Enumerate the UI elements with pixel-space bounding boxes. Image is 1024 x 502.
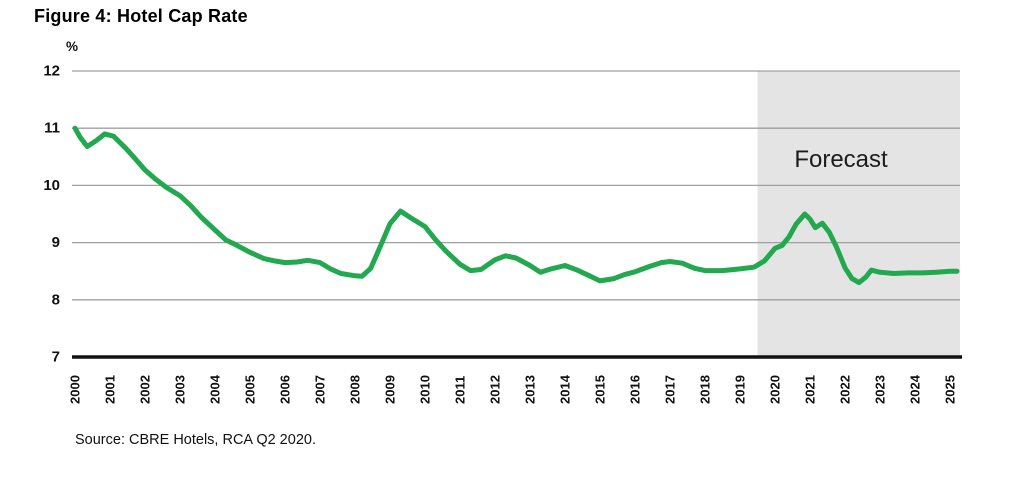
- x-tick-label: 2020: [768, 375, 783, 404]
- source-note: Source: CBRE Hotels, RCA Q2 2020.: [75, 432, 316, 448]
- x-tick-label: 2004: [207, 374, 222, 404]
- cap-rate-line: [72, 125, 960, 286]
- x-tick-label: 2001: [102, 375, 117, 404]
- x-tick-label: 2006: [277, 375, 292, 404]
- x-tick-label: 2018: [698, 375, 713, 404]
- y-tick-label: 7: [52, 349, 60, 366]
- x-tick-label: 2007: [312, 375, 327, 404]
- x-tick-label: 2022: [838, 375, 853, 404]
- y-axis-unit-label: %: [66, 39, 78, 54]
- x-tick-label: 2011: [452, 376, 467, 404]
- x-tick-label: 2023: [873, 375, 888, 404]
- x-tick-label: 2013: [523, 375, 538, 404]
- x-tick-label: 2024: [908, 374, 923, 404]
- x-tick-label: 2015: [593, 375, 608, 404]
- x-tick-label: 2010: [417, 375, 432, 404]
- x-tick-label: 2009: [382, 375, 397, 404]
- figure-title: Figure 4: Hotel Cap Rate: [34, 6, 248, 26]
- y-tick-label: 9: [52, 234, 60, 251]
- y-tick-label: 8: [52, 291, 60, 308]
- x-tick-label: 2021: [803, 375, 818, 404]
- x-tick-label: 2012: [487, 375, 502, 404]
- forecast-label: Forecast: [794, 146, 888, 173]
- x-tick-label: 2016: [628, 375, 643, 404]
- x-tick-label: 2008: [347, 375, 362, 404]
- x-tick-label: 2019: [733, 375, 748, 404]
- forecast-band: [757, 71, 960, 356]
- y-tick-label: 12: [43, 63, 60, 80]
- x-tick-label: 2000: [67, 375, 82, 404]
- x-tick-label: 2003: [172, 375, 187, 404]
- x-tick-label: 2017: [663, 375, 678, 404]
- x-tick-label: 2014: [558, 374, 573, 404]
- y-tick-label: 10: [43, 177, 60, 194]
- x-tick-label: 2005: [242, 375, 257, 404]
- y-tick-label: 11: [44, 120, 60, 137]
- x-tick-label: 2002: [137, 375, 152, 404]
- x-tick-label: 2025: [943, 375, 958, 404]
